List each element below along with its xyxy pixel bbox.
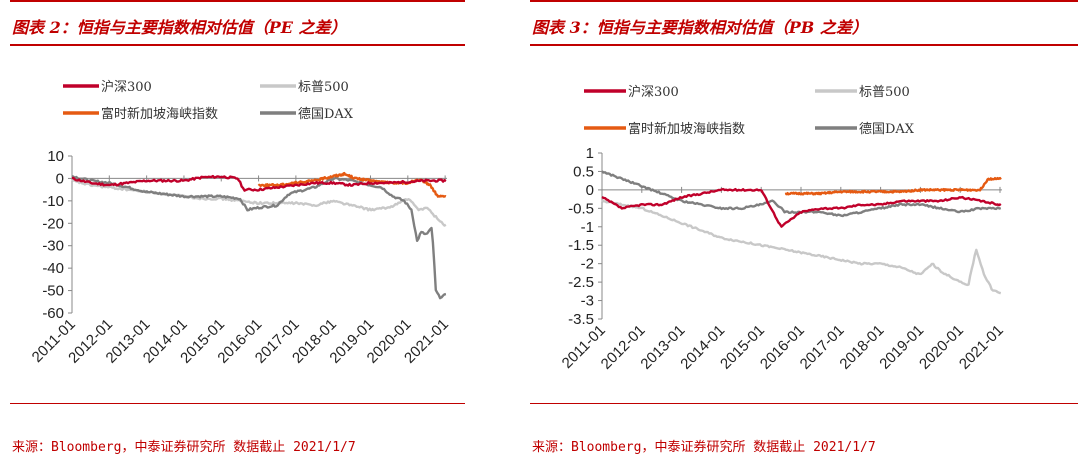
legend-entry: 德国DAX	[260, 107, 354, 122]
chart-plot-pb: 沪深300 标普500 富时新加坡海峡指数 德国DAX 10.5 0-0.5 -1-1.5 -…	[559, 84, 1007, 373]
y-tick-label: -30	[42, 238, 64, 255]
bottom-rule	[530, 403, 1078, 404]
legend-label: 标普500	[859, 85, 910, 100]
chart-title: 图表 3：恒指与主要指数相对估值（PB 之差）	[532, 18, 868, 37]
series-line	[71, 174, 447, 192]
chart-title: 图表 2：恒指与主要指数相对估值（PE 之差）	[12, 18, 347, 37]
y-tick-label: 10	[47, 148, 64, 165]
legend-entry: 富时新加坡海峡指数	[63, 106, 218, 122]
legend-entry: 沪深300	[63, 79, 152, 95]
series-line	[71, 175, 447, 300]
y-tick-label: 0	[56, 170, 64, 187]
y-tick-label: -2	[581, 256, 594, 273]
y-tick-label: 1	[586, 145, 594, 162]
source-note: 来源：Bloomberg，中泰证券研究所 数据截止 2021/1/7	[12, 440, 356, 455]
series-line	[601, 187, 1002, 228]
legend-entry: 德国DAX	[815, 122, 915, 137]
legend-label: 沪深300	[101, 79, 152, 95]
y-tick-label: -2.5	[568, 274, 594, 291]
y-tick-label: -1.5	[568, 237, 594, 254]
y-tick-label: -50	[42, 283, 64, 300]
y-tick-label: -40	[42, 260, 64, 277]
title-top-rule	[530, 0, 1078, 2]
bottom-rule	[10, 403, 465, 404]
x-tick-label: 2021-01	[956, 322, 1007, 373]
legend-label: 沪深300	[628, 84, 679, 100]
legend-entry: 标普500	[260, 80, 349, 95]
legend-entry: 富时新加坡海峡指数	[584, 121, 745, 137]
legend-label: 富时新加坡海峡指数	[628, 121, 745, 137]
y-tick-label: -10	[42, 193, 64, 210]
chart-panel-pb: 图表 3：恒指与主要指数相对估值（PB 之差） 沪深300 标普500 富时新加坡海…	[520, 0, 1078, 465]
legend-entry: 沪深300	[584, 84, 679, 100]
y-tick-label: 0	[586, 182, 594, 199]
y-tick-label: -3	[581, 293, 594, 310]
title-top-rule	[10, 0, 465, 2]
chart-plot-pe: 沪深300 标普500 富时新加坡海峡指数 德国DAX 10 0 -10 -20 -30 -40 -…	[29, 79, 452, 367]
y-tick-label: -1	[581, 219, 594, 236]
legend-label: 富时新加坡海峡指数	[101, 106, 218, 122]
y-tick-label: -60	[42, 305, 64, 322]
legend-label: 标普500	[298, 80, 349, 95]
legend-label: 德国DAX	[859, 122, 915, 137]
y-tick-label: 0.5	[573, 163, 594, 180]
chart-panel-pe: 图表 2：恒指与主要指数相对估值（PE 之差） 沪深300 标普500 富时新加坡海…	[10, 0, 465, 455]
y-tick-label: -20	[42, 215, 64, 232]
title-underline	[530, 44, 1078, 46]
series-line	[601, 199, 1002, 295]
source-note: 来源：Bloomberg，中泰证券研究所 数据截止 2021/1/7	[532, 440, 876, 455]
legend-label: 德国DAX	[298, 107, 354, 122]
y-tick-label: -0.5	[568, 200, 594, 217]
series-line	[784, 176, 1002, 196]
legend-entry: 标普500	[815, 85, 910, 100]
y-tick-label: -3.5	[568, 311, 594, 328]
title-underline	[10, 44, 465, 46]
